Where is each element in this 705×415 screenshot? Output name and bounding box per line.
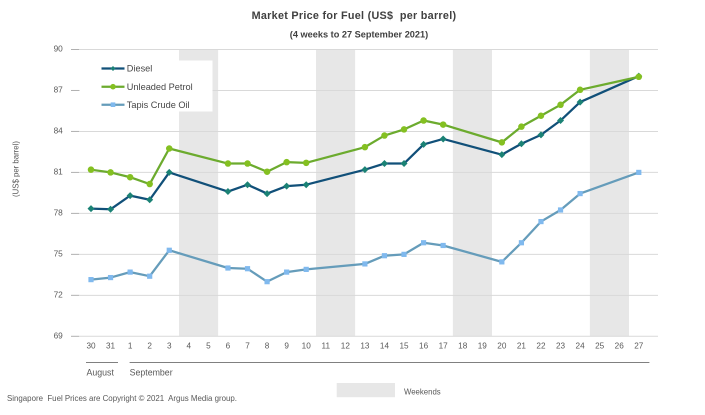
svg-text:18: 18: [458, 341, 468, 350]
svg-text:27: 27: [634, 341, 644, 350]
svg-text:6: 6: [226, 341, 231, 350]
svg-text:24: 24: [576, 341, 586, 350]
svg-text:Weekends: Weekends: [404, 388, 441, 397]
svg-text:17: 17: [439, 341, 449, 350]
svg-text:26: 26: [615, 341, 625, 350]
svg-text:12: 12: [341, 341, 351, 350]
svg-text:90: 90: [54, 44, 64, 54]
svg-text:August: August: [87, 368, 115, 378]
svg-text:9: 9: [284, 341, 289, 350]
svg-text:25: 25: [595, 341, 605, 350]
svg-text:Diesel: Diesel: [127, 64, 153, 74]
svg-text:31: 31: [106, 341, 116, 350]
svg-text:21: 21: [517, 341, 527, 350]
svg-text:72: 72: [54, 290, 64, 300]
svg-text:3: 3: [167, 341, 172, 350]
svg-text:20: 20: [497, 341, 507, 350]
svg-text:75: 75: [54, 249, 64, 259]
svg-text:Singapore Fuel Prices are Cop: Singapore Fuel Prices are Copyright © 20…: [7, 394, 237, 403]
svg-text:4: 4: [187, 341, 192, 350]
svg-text:69: 69: [54, 331, 64, 341]
svg-text:(4 weeks to 27 September 2021): (4 weeks to 27 September 2021): [290, 30, 428, 40]
svg-text:2: 2: [147, 341, 152, 350]
svg-text:15: 15: [399, 341, 409, 350]
svg-text:5: 5: [206, 341, 211, 350]
svg-text:78: 78: [54, 208, 64, 218]
svg-text:84: 84: [54, 126, 64, 136]
svg-text:(US$ per barrel): (US$ per barrel): [12, 141, 21, 197]
svg-text:87: 87: [54, 85, 64, 95]
svg-text:September: September: [130, 368, 173, 378]
svg-text:16: 16: [419, 341, 429, 350]
svg-text:Market Price for Fuel (US$ pe: Market Price for Fuel (US$ per barrel): [252, 10, 457, 22]
svg-text:23: 23: [556, 341, 566, 350]
svg-text:1: 1: [128, 341, 133, 350]
svg-text:10: 10: [302, 341, 312, 350]
svg-text:22: 22: [536, 341, 546, 350]
svg-text:11: 11: [322, 341, 331, 350]
svg-text:8: 8: [265, 341, 270, 350]
svg-text:30: 30: [86, 341, 96, 350]
svg-text:Tapis Crude Oil: Tapis Crude Oil: [127, 100, 190, 110]
svg-text:Unleaded Petrol: Unleaded Petrol: [127, 82, 193, 92]
svg-text:7: 7: [245, 341, 250, 350]
svg-text:19: 19: [478, 341, 488, 350]
svg-text:13: 13: [360, 341, 370, 350]
svg-text:81: 81: [54, 167, 64, 177]
svg-text:14: 14: [380, 341, 390, 350]
